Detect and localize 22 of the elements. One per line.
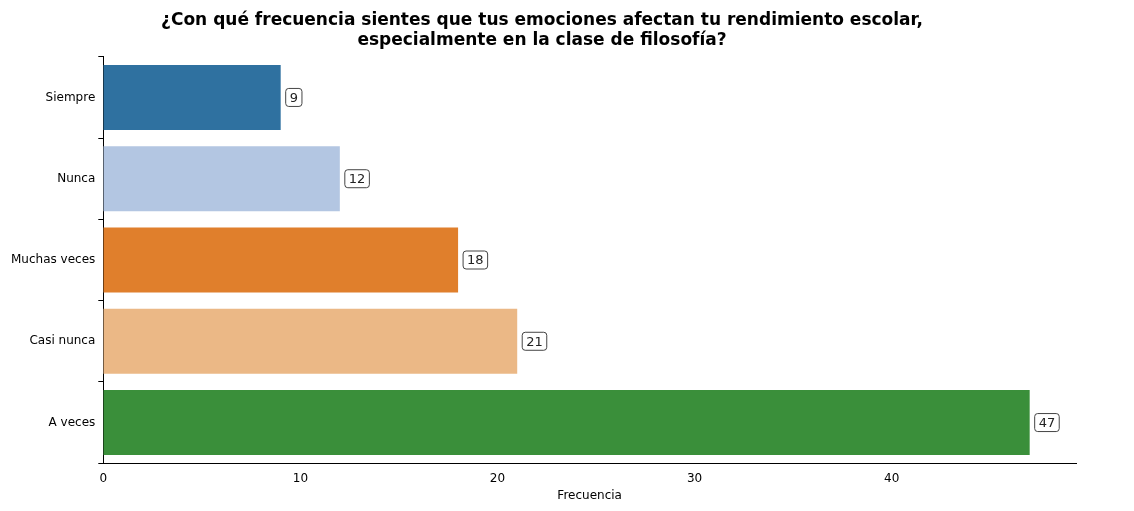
x-tick-label: 40 <box>884 470 900 485</box>
x-tick-label: 20 <box>489 470 506 485</box>
bar <box>103 227 459 293</box>
data-label: 47 <box>1038 414 1056 430</box>
x-axis-title: Frecuencia <box>557 487 622 502</box>
y-tick-label: A veces <box>48 414 96 429</box>
y-tick-label: Siempre <box>45 89 96 104</box>
data-label: 12 <box>348 171 366 187</box>
data-label: 21 <box>526 333 543 349</box>
x-tick-label: 30 <box>686 470 703 485</box>
x-tick-label: 10 <box>292 470 309 485</box>
bar <box>103 308 518 374</box>
bar <box>103 64 281 130</box>
bar <box>103 146 340 212</box>
y-tick-label: Casi nunca <box>29 333 96 348</box>
chart-title: ¿Con qué frecuencia sientes que tus emociones afectan tu rendimiento escolar, especialmente en la clase de filosofía? <box>161 8 923 50</box>
y-tick-label: Muchas veces <box>10 252 96 267</box>
data-label: 18 <box>467 252 484 268</box>
data-label: 9 <box>289 89 298 105</box>
x-tick-label: 0 <box>99 470 108 485</box>
bar <box>103 390 1030 456</box>
y-tick-label: Nunca <box>57 170 96 185</box>
